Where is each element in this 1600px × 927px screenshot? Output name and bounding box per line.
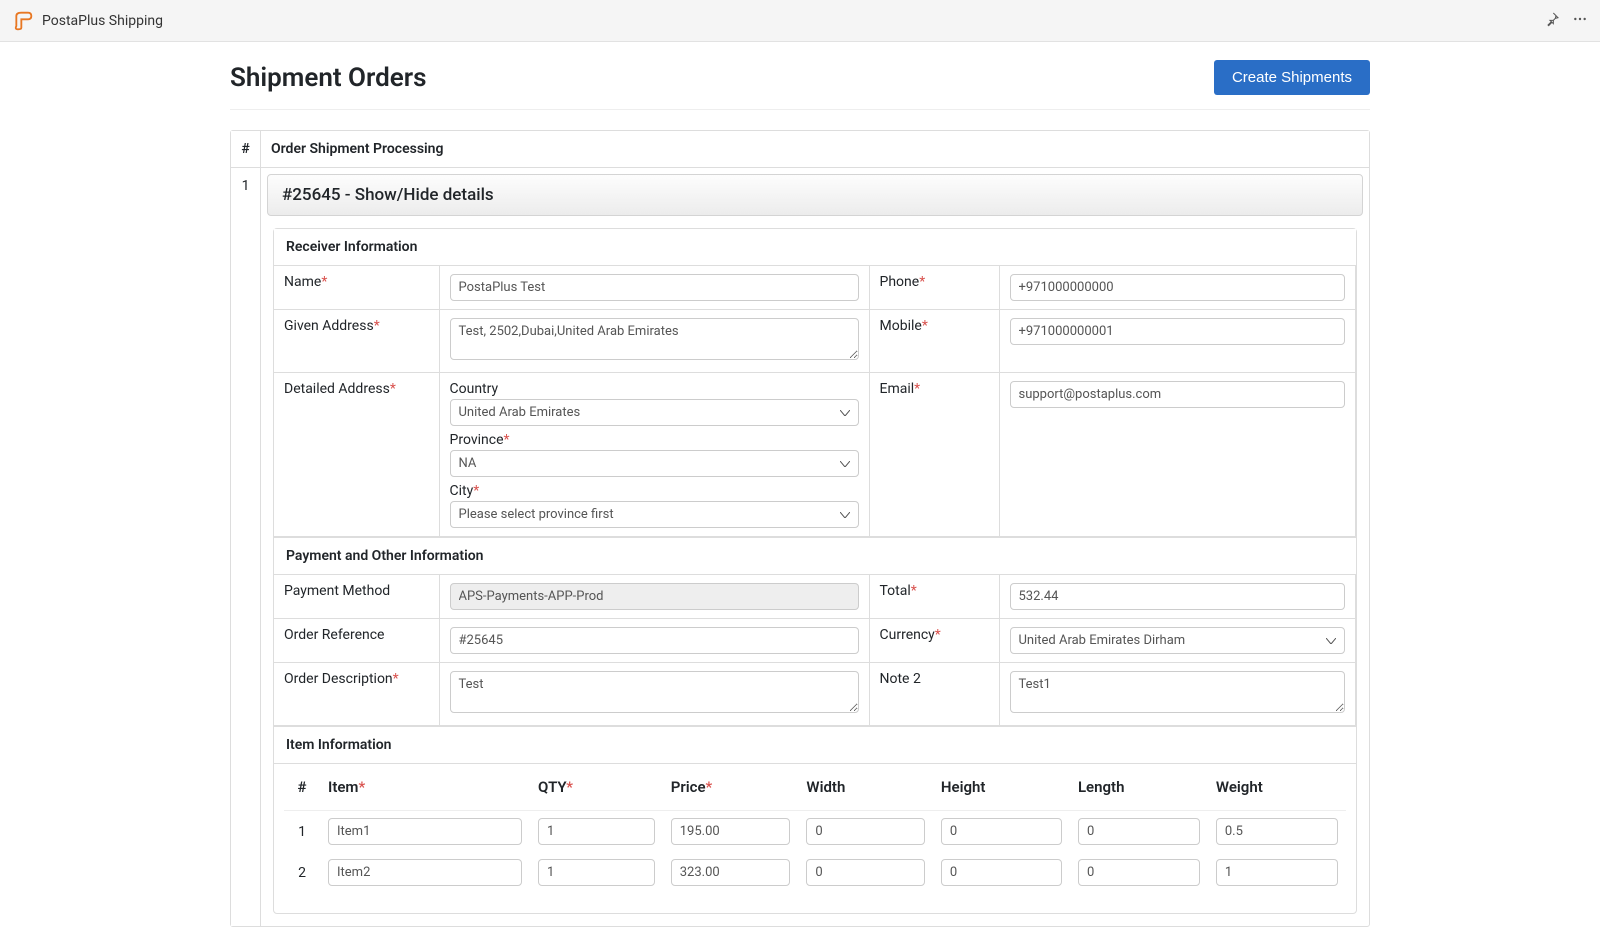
- select-currency[interactable]: United Arab Emirates Dirham: [1010, 627, 1346, 654]
- input-total[interactable]: [1010, 583, 1346, 610]
- input-payment-method: [450, 583, 859, 610]
- item-row-num: 2: [284, 852, 320, 893]
- item-input-width[interactable]: [806, 818, 925, 845]
- app-top-bar: PostaPlus Shipping: [0, 0, 1600, 42]
- item-input-weight[interactable]: [1216, 818, 1338, 845]
- items-col-item: Item: [328, 778, 358, 796]
- order-accordion-header[interactable]: #25645 - Show/Hide details: [267, 174, 1363, 216]
- orders-table: # Order Shipment Processing 1 #25645 - S…: [230, 130, 1370, 927]
- items-col-height: Height: [933, 764, 1070, 811]
- label-mobile: Mobile: [880, 318, 922, 334]
- section-payment-title: Payment and Other Information: [274, 537, 1356, 575]
- label-phone: Phone: [880, 274, 920, 290]
- items-col-price: Price: [671, 778, 706, 796]
- label-email: Email: [880, 381, 915, 397]
- page-title: Shipment Orders: [230, 63, 426, 93]
- label-country: Country: [450, 381, 859, 397]
- item-input-height[interactable]: [941, 818, 1062, 845]
- item-input-name[interactable]: [328, 818, 522, 845]
- input-phone[interactable]: [1010, 274, 1346, 301]
- items-col-length: Length: [1070, 764, 1208, 811]
- item-input-length[interactable]: [1078, 818, 1200, 845]
- label-name: Name: [284, 274, 321, 290]
- app-title: PostaPlus Shipping: [42, 13, 163, 29]
- items-table: # Item* QTY* Price* Width Height Length …: [284, 764, 1346, 893]
- select-province[interactable]: NA: [450, 450, 859, 477]
- label-province: Province: [450, 432, 504, 448]
- input-order-description[interactable]: [450, 671, 859, 713]
- item-input-length[interactable]: [1078, 859, 1200, 886]
- label-order-description: Order Description: [284, 671, 393, 687]
- input-order-reference[interactable]: [450, 627, 859, 654]
- more-icon[interactable]: [1572, 11, 1588, 31]
- label-total: Total: [880, 583, 911, 599]
- table-row: 1: [284, 811, 1346, 853]
- section-items-title: Item Information: [274, 726, 1356, 764]
- row-number: 1: [231, 168, 261, 926]
- input-given-address[interactable]: [450, 318, 859, 360]
- select-country[interactable]: United Arab Emirates: [450, 399, 859, 426]
- table-row: 2: [284, 852, 1346, 893]
- item-input-height[interactable]: [941, 859, 1062, 886]
- label-detailed-address: Detailed Address: [284, 381, 390, 397]
- input-name[interactable]: [450, 274, 859, 301]
- items-col-num: #: [284, 764, 320, 811]
- label-note2: Note 2: [880, 671, 921, 687]
- item-input-qty[interactable]: [538, 818, 655, 845]
- items-col-qty: QTY: [538, 778, 566, 796]
- label-city: City: [450, 483, 474, 499]
- item-row-num: 1: [284, 811, 320, 853]
- item-input-name[interactable]: [328, 859, 522, 886]
- items-col-width: Width: [798, 764, 933, 811]
- item-input-price[interactable]: [671, 859, 791, 886]
- page-header: Shipment Orders Create Shipments: [230, 42, 1370, 110]
- input-note2[interactable]: [1010, 671, 1346, 713]
- col-header-title: Order Shipment Processing: [261, 131, 1369, 167]
- item-input-weight[interactable]: [1216, 859, 1338, 886]
- items-col-weight: Weight: [1208, 764, 1346, 811]
- input-mobile[interactable]: [1010, 318, 1346, 345]
- item-input-width[interactable]: [806, 859, 925, 886]
- app-logo-icon: [12, 10, 34, 32]
- col-header-number: #: [231, 131, 261, 167]
- label-given-address: Given Address: [284, 318, 374, 334]
- input-email[interactable]: [1010, 381, 1346, 408]
- pin-icon[interactable]: [1544, 11, 1560, 31]
- label-payment-method: Payment Method: [284, 583, 390, 599]
- label-order-reference: Order Reference: [284, 627, 384, 643]
- create-shipments-button[interactable]: Create Shipments: [1214, 60, 1370, 95]
- item-input-qty[interactable]: [538, 859, 655, 886]
- label-currency: Currency: [880, 627, 935, 643]
- select-city[interactable]: Please select province first: [450, 501, 859, 528]
- section-receiver-title: Receiver Information: [274, 229, 1356, 266]
- item-input-price[interactable]: [671, 818, 791, 845]
